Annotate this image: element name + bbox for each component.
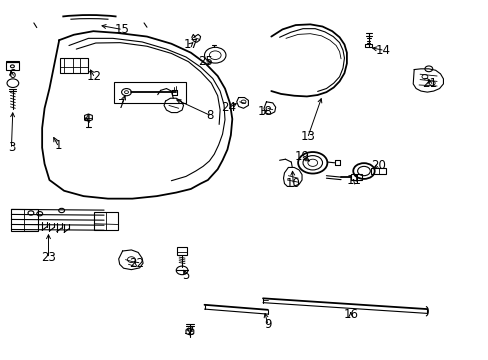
Text: 17: 17 (183, 38, 198, 51)
Bar (5, 62, 19, 70)
Text: 14: 14 (375, 44, 390, 57)
Text: 4: 4 (83, 113, 91, 126)
Text: 10: 10 (285, 177, 300, 190)
Bar (177, 247, 186, 255)
Text: 8: 8 (206, 109, 214, 122)
Bar (11, 209, 38, 231)
Text: 3: 3 (8, 141, 15, 154)
Text: 24: 24 (221, 101, 236, 114)
Text: 6: 6 (8, 68, 15, 81)
Text: 19: 19 (294, 150, 309, 163)
Text: 2: 2 (186, 325, 193, 338)
Text: 23: 23 (41, 251, 56, 264)
Text: 22: 22 (128, 257, 143, 270)
Bar (365, 44, 371, 47)
Text: 21: 21 (422, 77, 436, 90)
Bar (350, 174, 361, 180)
Text: 20: 20 (370, 159, 385, 172)
Text: 11: 11 (346, 174, 361, 187)
Text: 16: 16 (343, 308, 358, 321)
Text: 18: 18 (257, 105, 272, 118)
Bar (114, 82, 185, 103)
Bar (370, 168, 385, 174)
Bar (94, 212, 118, 230)
Text: 12: 12 (87, 70, 102, 83)
Text: 1: 1 (54, 139, 62, 152)
Bar (60, 58, 88, 73)
Text: 5: 5 (182, 269, 189, 282)
Text: 7: 7 (118, 98, 125, 111)
Text: 9: 9 (264, 318, 271, 331)
Text: 25: 25 (198, 55, 212, 68)
Text: 15: 15 (114, 23, 129, 36)
Text: 13: 13 (300, 130, 315, 144)
